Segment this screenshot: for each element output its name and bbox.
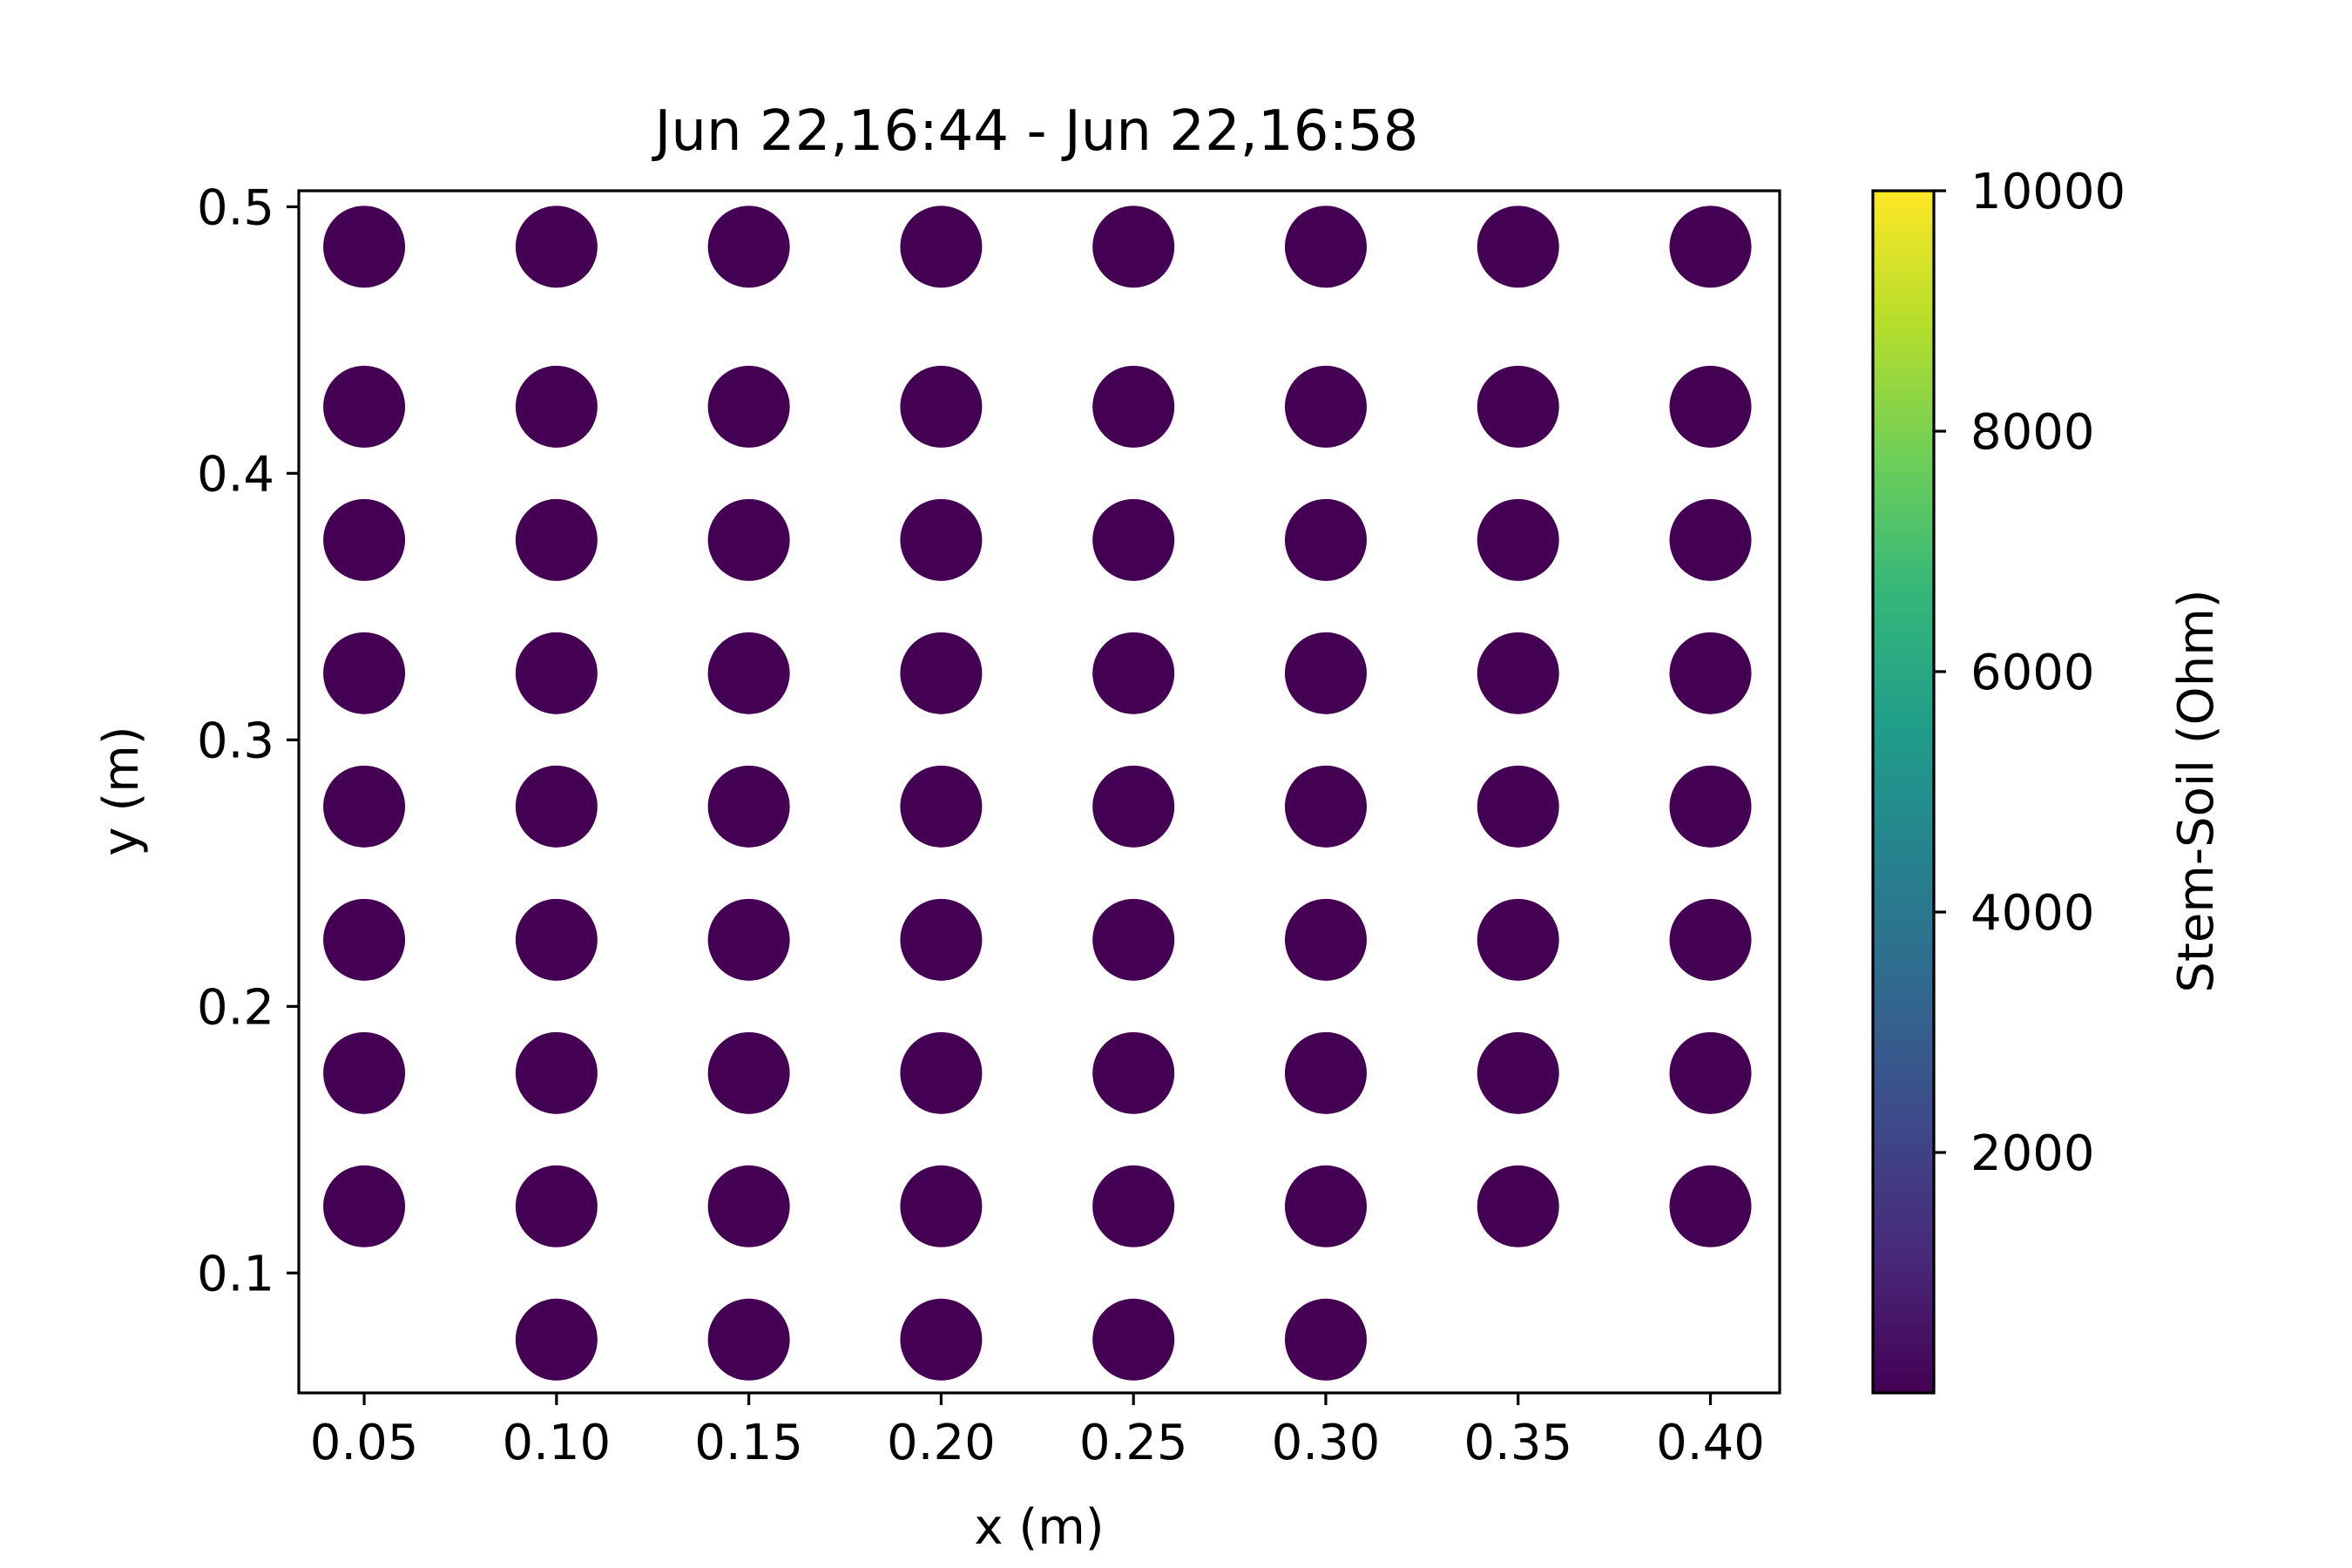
scatter-point — [1477, 1165, 1559, 1247]
scatter-point — [1669, 1165, 1752, 1247]
x-tick-label: 0.40 — [1656, 1415, 1765, 1471]
chart-title: Jun 22,16:44 - Jun 22,16:58 — [652, 99, 1419, 164]
colorbar-tick-label: 6000 — [1970, 645, 2095, 701]
scatter-point — [1092, 1165, 1175, 1247]
scatter-point — [1669, 498, 1752, 581]
scatter-point — [1092, 898, 1175, 981]
scatter-point — [1092, 365, 1175, 448]
scatter-point — [1284, 365, 1367, 448]
plot-frame — [297, 189, 1781, 1395]
colorbar-tick-label: 4000 — [1970, 885, 2095, 942]
scatter-point — [1669, 1031, 1752, 1114]
scatter-point — [515, 365, 598, 448]
colorbar-gradient — [1873, 191, 1934, 1393]
scatter-point — [900, 898, 983, 981]
y-tick-label: 0.1 — [197, 1246, 274, 1302]
scatter-point — [1092, 498, 1175, 581]
colorbar-tick-label: 10000 — [1970, 164, 2126, 220]
scatter-point — [515, 1165, 598, 1247]
scatter-point — [1477, 498, 1559, 581]
scatter-point — [515, 1031, 598, 1114]
scatter-point — [1669, 632, 1752, 714]
scatter-point — [1669, 365, 1752, 448]
scatter-point — [707, 1165, 790, 1247]
scatter-points — [323, 206, 1752, 1381]
scatter-point — [1284, 1165, 1367, 1247]
scatter-point — [1669, 765, 1752, 848]
scatter-point — [1477, 206, 1559, 288]
scatter-point — [1092, 765, 1175, 848]
scatter-point — [323, 365, 406, 448]
scatter-point — [1477, 365, 1559, 448]
x-tick-label: 0.25 — [1079, 1415, 1188, 1471]
scatter-point — [900, 1165, 983, 1247]
scatter-point — [515, 632, 598, 714]
colorbar-label: Stem-Soil (Ohm) — [2168, 589, 2225, 992]
scatter-point — [1284, 1298, 1367, 1381]
scatter-point — [900, 498, 983, 581]
scatter-point — [515, 765, 598, 848]
scatter-point — [1669, 898, 1752, 981]
x-tick-label: 0.05 — [310, 1415, 419, 1471]
scatter-point — [515, 498, 598, 581]
scatter-point — [900, 1031, 983, 1114]
scatter-point — [900, 765, 983, 848]
scatter-point — [1284, 206, 1367, 288]
scatter-point — [1477, 898, 1559, 981]
scatter-point — [323, 765, 406, 848]
scatter-point — [707, 632, 790, 714]
scatter-point — [1477, 632, 1559, 714]
scatter-point — [900, 206, 983, 288]
scatter-point — [707, 765, 790, 848]
scatter-point — [900, 632, 983, 714]
scatter-point — [707, 498, 790, 581]
scatter-point — [323, 206, 406, 288]
x-tick-label: 0.35 — [1463, 1415, 1572, 1471]
colorbar-ticks: 2000 4000 6000 8000 10000 — [1934, 164, 2126, 1182]
scatter-point — [1284, 1031, 1367, 1114]
x-axis-ticks: 0.05 0.10 0.15 0.20 0.25 0.30 0.35 0.40 — [310, 1393, 1765, 1471]
x-tick-label: 0.10 — [503, 1415, 612, 1471]
y-tick-label: 0.3 — [197, 713, 274, 769]
scatter-point — [707, 365, 790, 448]
scatter-point — [323, 898, 406, 981]
scatter-point — [900, 365, 983, 448]
scatter-point — [900, 1298, 983, 1381]
scatter-point — [515, 1298, 598, 1381]
colorbar-frame — [1871, 189, 1936, 1395]
y-tick-label: 0.5 — [197, 179, 274, 236]
y-axis-ticks: 0.1 0.2 0.3 0.4 0.5 — [197, 179, 299, 1302]
scatter-point — [1284, 498, 1367, 581]
scatter-point — [1092, 1298, 1175, 1381]
scatter-point — [323, 498, 406, 581]
scatter-point — [1284, 765, 1367, 848]
scatter-point — [323, 1165, 406, 1247]
scatter-point — [707, 898, 790, 981]
colorbar-tick-label: 2000 — [1970, 1125, 2095, 1182]
scatter-point — [1477, 765, 1559, 848]
scatter-point — [1669, 206, 1752, 288]
scatter-point — [707, 1298, 790, 1381]
scatter-point — [1284, 898, 1367, 981]
scatter-point — [323, 632, 406, 714]
scatter-point — [707, 206, 790, 288]
y-axis-label: y (m) — [93, 726, 150, 855]
scatter-point — [1284, 632, 1367, 714]
y-tick-label: 0.2 — [197, 979, 274, 1036]
scatter-point — [1092, 1031, 1175, 1114]
x-tick-label: 0.20 — [887, 1415, 996, 1471]
scatter-point — [1092, 206, 1175, 288]
scatter-point — [1092, 632, 1175, 714]
x-tick-label: 0.30 — [1272, 1415, 1381, 1471]
y-tick-label: 0.4 — [197, 446, 274, 503]
scatter-point — [1477, 1031, 1559, 1114]
colorbar-tick-label: 8000 — [1970, 404, 2095, 461]
scatter-point — [707, 1031, 790, 1114]
x-axis-label: x (m) — [974, 1499, 1104, 1556]
x-tick-label: 0.15 — [694, 1415, 803, 1471]
scatter-point — [515, 206, 598, 288]
scatter-point — [323, 1031, 406, 1114]
scatter-point — [515, 898, 598, 981]
